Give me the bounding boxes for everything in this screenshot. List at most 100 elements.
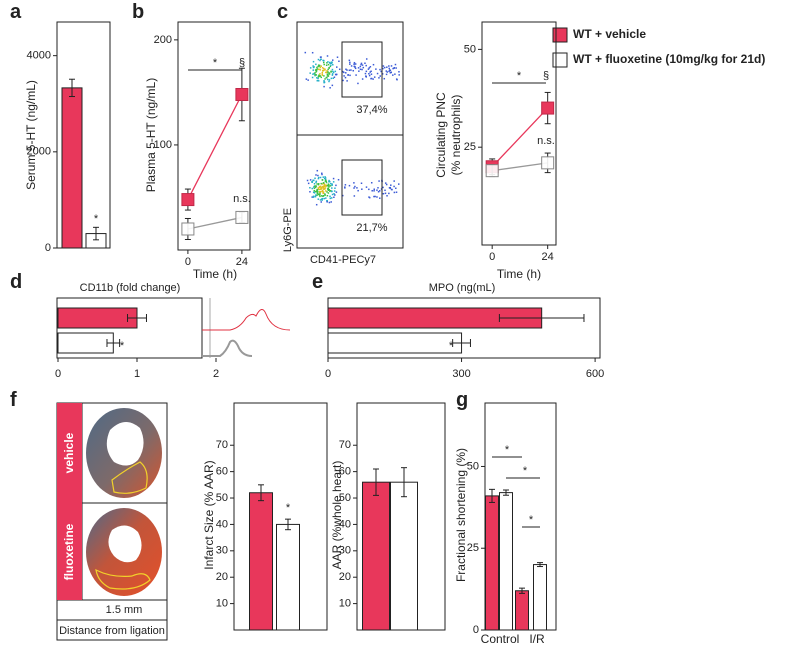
x-tick-label: 300 (452, 368, 470, 380)
event-dot (334, 194, 336, 196)
series-line (491, 107, 549, 168)
event-dot (317, 183, 320, 185)
y-tick-label: 100 (154, 139, 172, 151)
event-dot (393, 191, 396, 194)
event-dot (344, 184, 347, 186)
event-dot (345, 72, 347, 74)
event-dot (316, 68, 319, 70)
event-dot (314, 190, 317, 193)
event-dot (319, 176, 322, 179)
histogram-curve (202, 309, 291, 331)
event-dot (327, 187, 329, 190)
event-dot (328, 185, 330, 187)
event-dot (309, 191, 311, 193)
y-tick-label: 20 (216, 571, 228, 583)
heart-slice (86, 508, 162, 596)
marker (181, 222, 195, 236)
event-dot (354, 67, 357, 70)
event-dot (330, 190, 333, 193)
event-dot (330, 77, 333, 80)
event-dot (320, 182, 322, 185)
event-dot (322, 188, 325, 190)
event-dot (379, 197, 381, 199)
event-dot (354, 63, 357, 65)
event-dot (370, 73, 373, 75)
event-dot (319, 195, 321, 198)
event-dot (361, 188, 363, 190)
event-dot (374, 195, 376, 198)
event-dot (326, 185, 328, 187)
event-dot (320, 201, 322, 203)
event-dot (322, 67, 325, 70)
event-dot (383, 77, 386, 80)
event-dot (313, 182, 316, 185)
event-dot (331, 59, 334, 61)
event-dot (368, 196, 370, 198)
event-dot (385, 73, 388, 76)
event-dot (322, 185, 325, 188)
event-dot (314, 74, 316, 77)
event-dot (325, 180, 327, 183)
event-dot (382, 65, 385, 67)
bar (276, 523, 300, 631)
event-dot (356, 187, 358, 189)
event-dot (373, 195, 375, 198)
row-label: vehicle (62, 432, 76, 473)
bar (327, 332, 463, 354)
x-tick-label: 600 (586, 368, 604, 380)
event-dot (323, 80, 325, 82)
event-dot (330, 201, 332, 203)
event-dot (320, 195, 323, 197)
event-dot (327, 68, 329, 71)
event-dot (318, 194, 321, 196)
event-dot (323, 81, 326, 84)
bar (57, 307, 138, 329)
event-dot (349, 74, 351, 77)
event-dot (317, 183, 320, 186)
event-dot (353, 63, 355, 65)
panel-letter: f (10, 389, 17, 411)
event-dot (323, 184, 325, 186)
event-dot (321, 179, 324, 181)
event-dot (326, 200, 328, 202)
event-dot (348, 184, 351, 187)
event-dot (377, 190, 380, 193)
event-dot (320, 65, 322, 67)
legend-label: WT + fluoxetine (10mg/kg for 21d) (573, 52, 765, 66)
panel-letter: c (277, 1, 288, 23)
plot-frame (56, 297, 203, 359)
event-dot (384, 189, 386, 192)
y-tick-label: 200 (154, 34, 172, 46)
y-tick-label: 2000 (27, 146, 51, 158)
event-dot (352, 69, 355, 72)
annotation: * (529, 514, 534, 526)
event-dot (327, 75, 330, 77)
y-tick-label: 10 (339, 598, 351, 610)
y-tick-label: 50 (467, 460, 479, 472)
event-dot (385, 70, 388, 72)
event-dot (330, 61, 333, 63)
event-dot (315, 68, 318, 71)
bar (390, 481, 418, 631)
event-dot (353, 195, 356, 197)
event-dot (389, 69, 391, 71)
event-dot (368, 67, 371, 69)
event-dot (373, 188, 375, 190)
event-dot (327, 188, 330, 191)
event-dot (309, 187, 311, 189)
event-dot (348, 59, 351, 62)
event-dot (353, 187, 355, 189)
y-tick-label: 20 (339, 571, 351, 583)
event-dot (321, 66, 324, 69)
event-dot (321, 70, 324, 72)
event-dot (360, 182, 363, 185)
event-dot (318, 75, 321, 77)
event-dot (307, 79, 309, 81)
event-dot (314, 185, 316, 187)
event-dot (321, 183, 323, 185)
panel-letter: g (456, 389, 468, 411)
event-dot (325, 181, 328, 184)
event-dot (328, 180, 330, 183)
event-dot (312, 179, 314, 182)
event-dot (329, 61, 331, 64)
